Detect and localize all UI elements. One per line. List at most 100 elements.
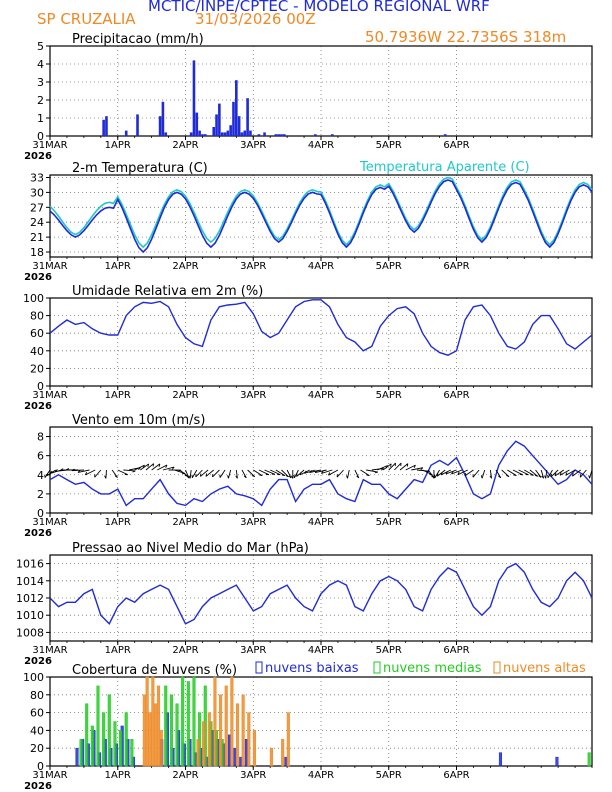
y-tick-label: 1010 [16,609,44,622]
y-tick-label: 30 [30,186,44,199]
wind-arrow-head [152,463,155,467]
wind-arrow [579,469,587,478]
wind-arrow [195,469,203,478]
wind-arrow [85,469,96,476]
wind-arrow [111,469,118,478]
precip-bar [229,125,232,136]
cloud-bar-nuvens-medias [175,703,179,767]
wind-arrow [518,469,529,476]
wind-arrow-head [544,475,547,479]
cloud-bar-nuvens-altas [142,694,146,767]
precip-bar [192,60,196,136]
x-tick-label: 1APR [105,390,131,401]
wind-arrow [200,469,209,477]
y-tick-label: 0 [37,130,44,143]
x-tick-label: 6APR [443,517,469,528]
wind-arrow-head [138,467,141,470]
y-tick-label: 1014 [16,575,44,588]
x-tick-label: 5APR [376,517,402,528]
precip-bar [212,127,216,136]
wind-arrow [501,469,510,477]
x-tick-label: 5APR [376,390,402,401]
wind-arrow-head [49,470,53,474]
precip-bar [198,130,201,136]
wind-arrow-head [60,468,64,471]
wind-arrow [328,469,339,476]
y-tick-label: 27 [30,201,44,214]
wind-arrow [71,469,84,472]
panel-title: Vento em 10m (m/s) [72,413,205,428]
humidity-line [49,299,593,356]
cloud-bar-nuvens-altas [196,739,200,767]
precip-bar [249,130,252,136]
legend-label-nuvens-baixas: nuvens baixas [265,661,359,676]
x-tick-label: 1APR [105,645,131,656]
wind-arrow [179,469,188,477]
wind-arrow [507,469,517,476]
wind-arrow-head [290,475,294,479]
wind-arrow-head [513,474,517,476]
x-tick-label: 31MAR [32,390,67,401]
y-tick-label: 20 [30,742,44,755]
panel-title: Precipitacao (mm/h) [72,32,204,47]
x-tick-label: 2APR [172,140,198,151]
legend-swatch-nuvens-altas [493,661,501,674]
wind-arrow [535,469,542,478]
panel-frame [49,297,593,387]
run-datetime: 31/03/2026 00Z [195,10,316,28]
wind-arrow [495,469,502,478]
legend-apparent-temperature: Temperatura Aparente (C) [359,160,530,175]
wind-arrow [77,469,90,473]
wind-arrow-head [46,472,49,476]
wind-arrow-head [559,472,562,476]
x-tick-label: 2APR [172,390,198,401]
x-tick-label: 3APR [240,390,266,401]
x-tick-label: 3APR [240,261,266,272]
wind-arrow [235,469,238,479]
wind-speed-line [49,440,593,507]
panel-frame [49,45,593,137]
wind-arrow [293,469,299,479]
wind-arrow-head [554,472,557,476]
x-year-label: 2026 [24,656,52,667]
wind-arrow-head [243,475,247,479]
wind-arrow-head [374,471,378,474]
panel-frame [49,174,593,258]
x-tick-label: 3APR [240,140,266,151]
wind-arrow [191,469,198,479]
y-tick-label: 1012 [16,592,44,605]
cloud-bar-nuvens-altas [151,676,155,767]
precip-bar [226,130,230,136]
cloud-bar-nuvens-altas [241,694,245,767]
x-tick-label: 2APR [172,517,198,528]
y-tick-label: 8 [37,431,44,444]
x-tick-label: 31MAR [32,261,67,272]
wind-arrow [472,469,480,478]
wind-arrow [529,469,539,477]
wind-arrow-head [132,470,136,473]
wind-arrow-head [445,471,448,475]
legend-swatch-nuvens-medias [373,661,381,674]
cloud-bar-nuvens-medias [130,739,134,767]
cloud-bar-nuvens-medias [107,694,111,767]
y-tick-label: 5 [37,40,44,53]
wind-arrow-head [186,475,190,479]
wind-arrow-head [147,463,150,467]
x-tick-label: 6APR [443,390,469,401]
precip-bar [237,116,241,136]
y-tick-label: 4 [37,469,44,482]
cloud-bar-nuvens-altas [230,676,234,767]
cloud-bar-nuvens-medias [169,694,173,767]
y-tick-label: 1008 [16,626,44,639]
y-tick-label: 2 [37,488,44,501]
wind-arrow [140,463,149,471]
wind-arrow-head [114,475,118,478]
precip-bar [232,101,235,136]
wind-arrow [105,469,107,479]
wind-arrow [545,469,548,479]
y-tick-label: 60 [30,707,44,720]
x-year-label: 2026 [24,151,52,162]
precip-bar [243,130,247,136]
cloud-bar-nuvens-altas [252,730,256,767]
cloud-bar-nuvens-medias [119,730,123,767]
